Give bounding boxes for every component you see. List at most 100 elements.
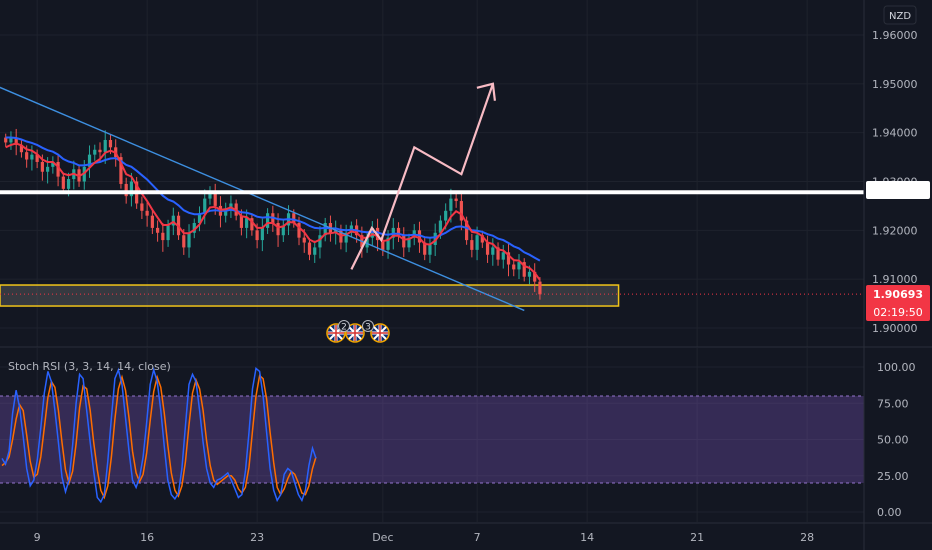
candle-body xyxy=(239,215,244,228)
price-tick-label: 1.96000 xyxy=(872,29,918,42)
candle-body xyxy=(381,240,385,250)
candle-body xyxy=(491,247,495,255)
candle-body xyxy=(145,210,149,216)
candle-body xyxy=(30,154,34,160)
candle-body xyxy=(161,232,165,241)
candle-body xyxy=(250,218,254,231)
candle-body xyxy=(496,247,500,260)
candle-body xyxy=(365,237,369,248)
candle-body xyxy=(459,201,463,221)
event-count-badge xyxy=(338,320,350,332)
candle-body xyxy=(527,271,532,277)
candle-body xyxy=(197,213,202,224)
stoch-grid xyxy=(0,348,864,522)
price-tick-label: 1.94000 xyxy=(872,127,918,140)
candle-body xyxy=(449,198,453,211)
candle-body xyxy=(318,235,322,248)
candle-body xyxy=(454,198,458,202)
candle-body xyxy=(255,230,259,241)
candle-body xyxy=(14,137,18,145)
candle-body xyxy=(46,166,50,172)
main-grid xyxy=(0,0,864,347)
candle-body xyxy=(485,242,490,255)
stoch-d-line xyxy=(1,374,317,500)
event-count-label: 2 xyxy=(341,323,347,333)
candle-body xyxy=(265,213,270,228)
stoch-tick-label: 0.00 xyxy=(877,506,902,519)
last-price-badge[interactable]: 1.90693 02:19:50 xyxy=(866,285,930,321)
candle-body xyxy=(98,149,102,153)
candle-body xyxy=(245,218,249,228)
candle-body xyxy=(9,137,13,143)
stoch-tick-label: 75.00 xyxy=(877,397,909,410)
candle-body xyxy=(323,223,327,236)
candle-body xyxy=(93,149,97,155)
candle-body xyxy=(428,244,432,255)
candle-body xyxy=(156,227,160,233)
candle-body xyxy=(229,203,233,209)
stoch-band xyxy=(0,396,864,483)
candle-body xyxy=(35,154,39,162)
candle-body xyxy=(224,208,228,216)
price-tick-label: 1.90000 xyxy=(872,322,918,335)
candle-body xyxy=(129,181,134,197)
uk-flag-icon xyxy=(345,323,365,343)
candle-body xyxy=(297,223,301,238)
candle-body xyxy=(292,213,296,224)
candle-body xyxy=(444,210,448,221)
candle-body xyxy=(423,242,427,255)
candle-body xyxy=(465,220,469,241)
candle-body xyxy=(171,215,175,226)
candle-body xyxy=(417,230,422,243)
time-axis[interactable]: 9 16 23 Dec 7 14 21 28 xyxy=(34,531,814,544)
countdown-label: 02:19:50 xyxy=(873,306,922,319)
candle-body xyxy=(66,179,71,189)
candle-body xyxy=(506,252,511,265)
stoch-k-line xyxy=(1,366,317,504)
stoch-title[interactable]: Stoch RSI (3, 3, 14, 14, close) xyxy=(8,360,171,373)
time-tick-label: 16 xyxy=(140,531,154,544)
candle-body xyxy=(40,161,44,172)
candle-body xyxy=(407,237,411,248)
stoch-tick-label: 50.00 xyxy=(877,434,909,447)
candle-body xyxy=(522,262,526,277)
currency-badge[interactable]: NZD xyxy=(883,5,917,25)
candle-body xyxy=(4,137,8,143)
last-price-label: 1.90693 xyxy=(873,288,923,301)
candle-body xyxy=(19,144,24,153)
candle-body xyxy=(103,139,107,153)
stoch-tick-label: 100.00 xyxy=(877,361,916,374)
candle-body xyxy=(281,225,285,236)
candle-body xyxy=(386,237,390,250)
stoch-tick-label: 25.00 xyxy=(877,470,909,483)
price-tick-label: 1.95000 xyxy=(872,78,918,91)
candle-body xyxy=(313,247,317,255)
candle-body xyxy=(192,223,196,233)
stoch-scale[interactable]: 100.00 75.00 50.00 25.00 0.00 xyxy=(877,361,916,519)
time-tick-label: 7 xyxy=(474,531,481,544)
projection-arrow[interactable] xyxy=(350,83,494,270)
candle-body xyxy=(475,235,479,250)
currency-label: NZD xyxy=(889,11,911,22)
time-tick-label: Dec xyxy=(372,531,393,544)
event-count-label: 3 xyxy=(365,323,371,333)
candle-body xyxy=(402,235,406,248)
uk-flag-icon xyxy=(370,323,390,343)
time-tick-label: 21 xyxy=(690,531,704,544)
candle-body xyxy=(124,183,128,197)
candle-body xyxy=(260,227,264,241)
candle-body xyxy=(187,232,191,248)
price-tick-label: 1.92000 xyxy=(872,224,918,237)
support-zone[interactable] xyxy=(0,284,620,307)
time-tick-label: 14 xyxy=(580,531,594,544)
time-tick-label: 9 xyxy=(34,531,41,544)
candle-body xyxy=(25,152,29,160)
candle-body xyxy=(51,161,55,167)
candle-body xyxy=(108,139,113,148)
resistance-badge[interactable]: 1.92781 xyxy=(866,181,930,199)
resistance-price-label: 1.92781 xyxy=(873,184,923,197)
candle-body xyxy=(433,232,437,245)
